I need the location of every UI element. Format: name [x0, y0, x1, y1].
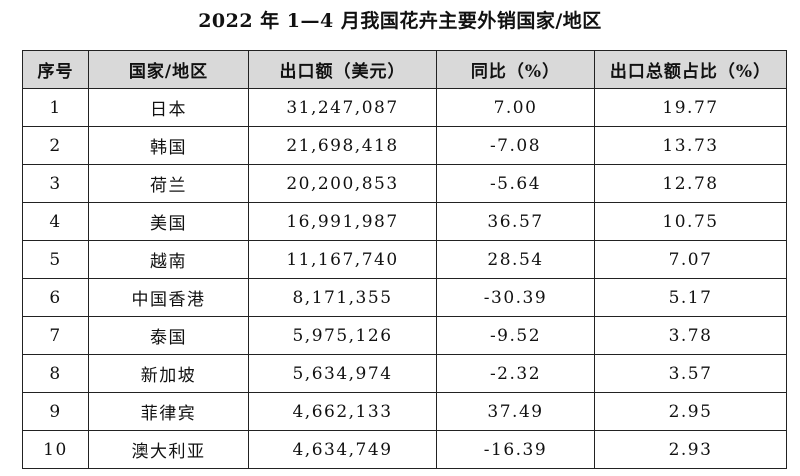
cell-export-amount: 4,634,749 — [248, 430, 437, 469]
cell-export-amount: 8,171,355 — [248, 278, 437, 317]
export-table: 序号 国家/地区 出口额（美元） 同比（%） 出口总额占比（%） 1 日本 31… — [22, 50, 787, 469]
cell-rank: 9 — [22, 392, 89, 431]
header-yoy: 同比（%） — [436, 50, 595, 89]
cell-region: 澳大利亚 — [88, 430, 249, 469]
cell-rank: 6 — [22, 278, 89, 317]
table-title: 2022 年 1—4 月我国花卉主要外销国家/地区 — [198, 10, 602, 32]
cell-share: 3.57 — [594, 354, 787, 393]
cell-share: 5.17 — [594, 278, 787, 317]
cell-export-amount: 5,975,126 — [248, 316, 437, 355]
cell-yoy: -9.52 — [436, 316, 595, 355]
cell-yoy: 37.49 — [436, 392, 595, 431]
cell-region: 菲律宾 — [88, 392, 249, 431]
cell-region: 新加坡 — [88, 354, 249, 393]
cell-rank: 2 — [22, 126, 89, 165]
header-region: 国家/地区 — [88, 50, 249, 89]
cell-share: 3.78 — [594, 316, 787, 355]
cell-share: 13.73 — [594, 126, 787, 165]
header-rank: 序号 — [22, 50, 89, 89]
cell-share: 7.07 — [594, 240, 787, 279]
cell-yoy: 36.57 — [436, 202, 595, 241]
cell-rank: 3 — [22, 164, 89, 203]
table-row: 4 美国 16,991,987 36.57 10.75 — [22, 202, 787, 241]
cell-yoy: -7.08 — [436, 126, 595, 165]
cell-yoy: 28.54 — [436, 240, 595, 279]
cell-export-amount: 20,200,853 — [248, 164, 437, 203]
table-row: 10 澳大利亚 4,634,749 -16.39 2.93 — [22, 430, 787, 469]
cell-rank: 5 — [22, 240, 89, 279]
cell-export-amount: 4,662,133 — [248, 392, 437, 431]
cell-export-amount: 31,247,087 — [248, 88, 437, 127]
table-row: 2 韩国 21,698,418 -7.08 13.73 — [22, 126, 787, 165]
table-body: 1 日本 31,247,087 7.00 19.77 2 韩国 21,698,4… — [22, 88, 787, 469]
cell-export-amount: 5,634,974 — [248, 354, 437, 393]
header-export-amount: 出口额（美元） — [248, 50, 437, 89]
cell-share: 2.95 — [594, 392, 787, 431]
table-row: 8 新加坡 5,634,974 -2.32 3.57 — [22, 354, 787, 393]
cell-share: 12.78 — [594, 164, 787, 203]
cell-export-amount: 16,991,987 — [248, 202, 437, 241]
table-row: 6 中国香港 8,171,355 -30.39 5.17 — [22, 278, 787, 317]
cell-region: 荷兰 — [88, 164, 249, 203]
table-row: 7 泰国 5,975,126 -9.52 3.78 — [22, 316, 787, 355]
table-row: 9 菲律宾 4,662,133 37.49 2.95 — [22, 392, 787, 431]
cell-rank: 8 — [22, 354, 89, 393]
cell-region: 中国香港 — [88, 278, 249, 317]
table-row: 1 日本 31,247,087 7.00 19.77 — [22, 88, 787, 127]
cell-yoy: -5.64 — [436, 164, 595, 203]
cell-yoy: -16.39 — [436, 430, 595, 469]
cell-share: 19.77 — [594, 88, 787, 127]
cell-export-amount: 11,167,740 — [248, 240, 437, 279]
cell-share: 10.75 — [594, 202, 787, 241]
cell-export-amount: 21,698,418 — [248, 126, 437, 165]
cell-yoy: -2.32 — [436, 354, 595, 393]
table-row: 3 荷兰 20,200,853 -5.64 12.78 — [22, 164, 787, 203]
cell-region: 美国 — [88, 202, 249, 241]
cell-rank: 1 — [22, 88, 89, 127]
cell-yoy: 7.00 — [436, 88, 595, 127]
header-share: 出口总额占比（%） — [594, 50, 787, 89]
cell-region: 泰国 — [88, 316, 249, 355]
header-row: 序号 国家/地区 出口额（美元） 同比（%） 出口总额占比（%） — [22, 50, 787, 89]
cell-region: 韩国 — [88, 126, 249, 165]
table-header: 序号 国家/地区 出口额（美元） 同比（%） 出口总额占比（%） — [22, 50, 787, 89]
cell-share: 2.93 — [594, 430, 787, 469]
cell-rank: 10 — [22, 430, 89, 469]
cell-yoy: -30.39 — [436, 278, 595, 317]
cell-rank: 4 — [22, 202, 89, 241]
cell-region: 日本 — [88, 88, 249, 127]
cell-region: 越南 — [88, 240, 249, 279]
cell-rank: 7 — [22, 316, 89, 355]
table-row: 5 越南 11,167,740 28.54 7.07 — [22, 240, 787, 279]
